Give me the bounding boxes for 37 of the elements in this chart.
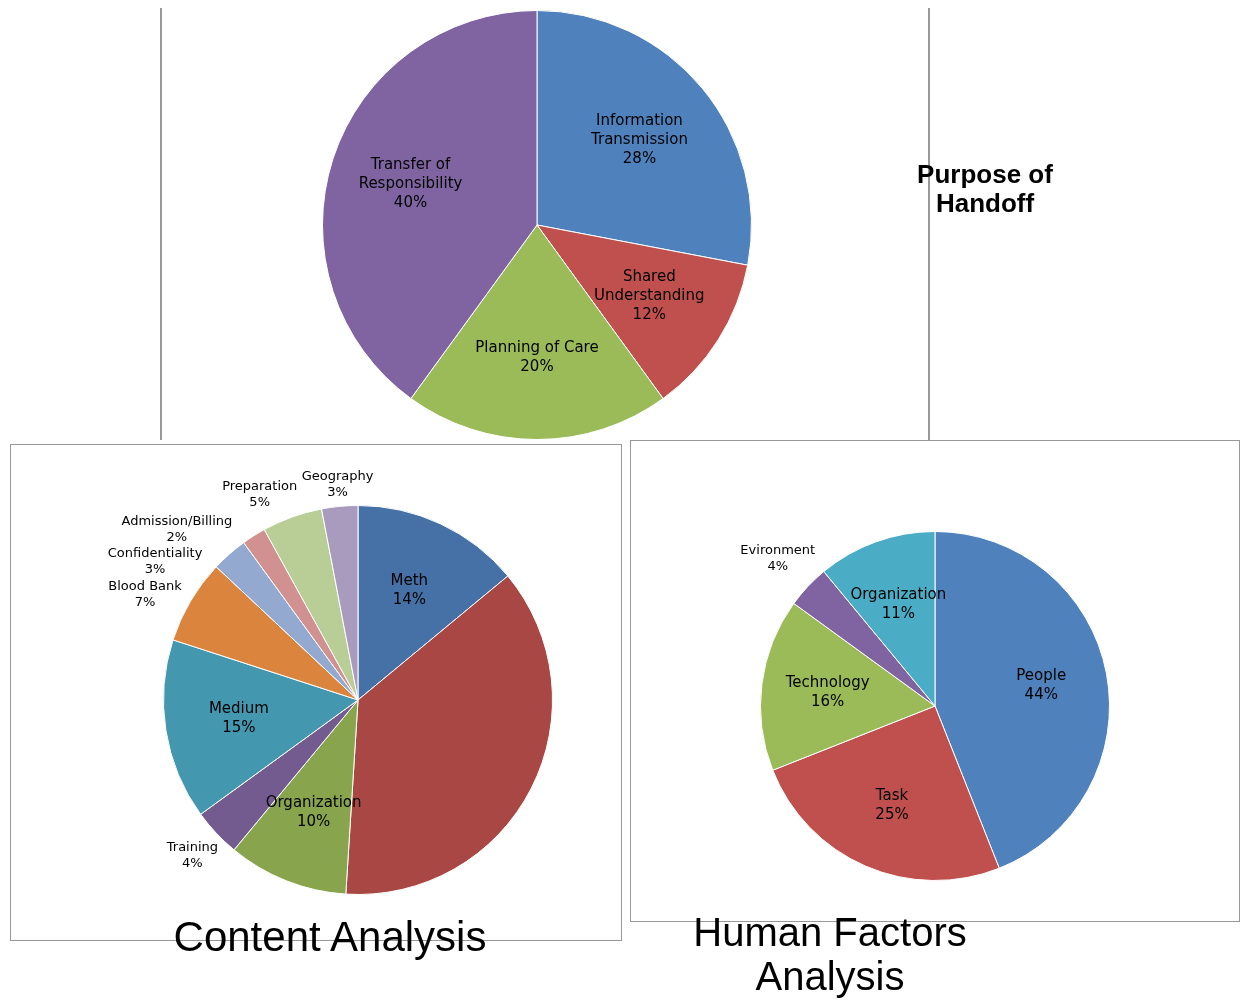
data-label: 3% [144,561,166,577]
data-label: 7% [134,594,156,610]
data-label: 10% [296,811,331,830]
slice-label: Training [165,838,219,854]
slice-label: Confidentiality [107,545,203,561]
slice-label: People [1016,666,1067,685]
slice-label: Meth [390,571,429,590]
data-label: 25% [875,804,909,823]
data-label: 44% [1024,685,1058,704]
slice-label: Evironment [740,541,816,557]
data-label: 16% [810,691,845,710]
data-label: 14% [392,590,427,609]
slice-label: Medium [208,699,269,718]
data-label: 40% [393,192,428,211]
data-label: 4% [182,854,203,870]
data-label: 2% [166,528,188,544]
data-label: 4% [767,557,789,573]
slice-label: Blood Bank [108,578,183,594]
slice-label: Admission/Billing [121,512,233,528]
slice-label: Transfer of Responsibility [358,154,463,192]
data-label: 20% [520,357,554,376]
slice-label: Technology [784,672,870,691]
slice-label: Planning of Care [475,338,599,357]
text: Purpose of Handoff [916,159,1054,218]
data-label: 15% [222,718,256,737]
data-label: 11% [881,603,916,622]
slice-label: Shared Understanding [594,267,705,305]
data-label: 12% [632,305,666,324]
data-label: 3% [327,483,348,499]
data-label: 28% [622,149,657,168]
slice-label: Geography [301,467,374,483]
slice-label: Information Transmission [590,111,688,149]
slice-label: Task [874,785,909,804]
text: Content Analysis [172,913,488,961]
slice-label: Preparation [222,477,298,493]
data-label: 5% [249,493,270,509]
text: Human Factors Analysis [692,910,968,998]
